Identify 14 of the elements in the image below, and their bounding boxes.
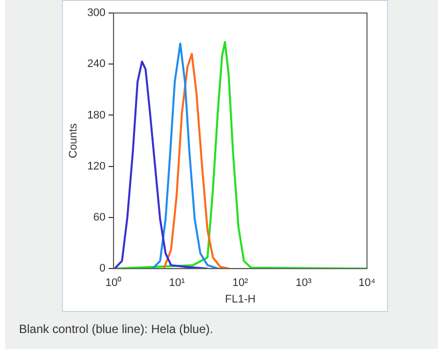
text: Blank control (blue line): Hela (blue).: [19, 322, 214, 336]
y-tick-label: 120: [87, 160, 106, 172]
y-tick-label: 300: [87, 7, 106, 20]
y-tick-label: 60: [93, 212, 106, 224]
y-tick-label: 240: [87, 58, 106, 70]
y-axis-title: Counts: [68, 122, 80, 158]
x-tick-label: 10¹: [168, 277, 186, 290]
x-tick-label: 10⁰: [105, 276, 122, 290]
x-axis-title: FL1-H: [224, 293, 256, 306]
x-tick-label: 10⁴: [358, 277, 376, 290]
x-tick-label: 10³: [296, 277, 312, 290]
x-tick-label: 10²: [232, 277, 249, 290]
y-tick-label: 180: [87, 109, 106, 122]
y-tick-label: 0: [99, 262, 106, 275]
